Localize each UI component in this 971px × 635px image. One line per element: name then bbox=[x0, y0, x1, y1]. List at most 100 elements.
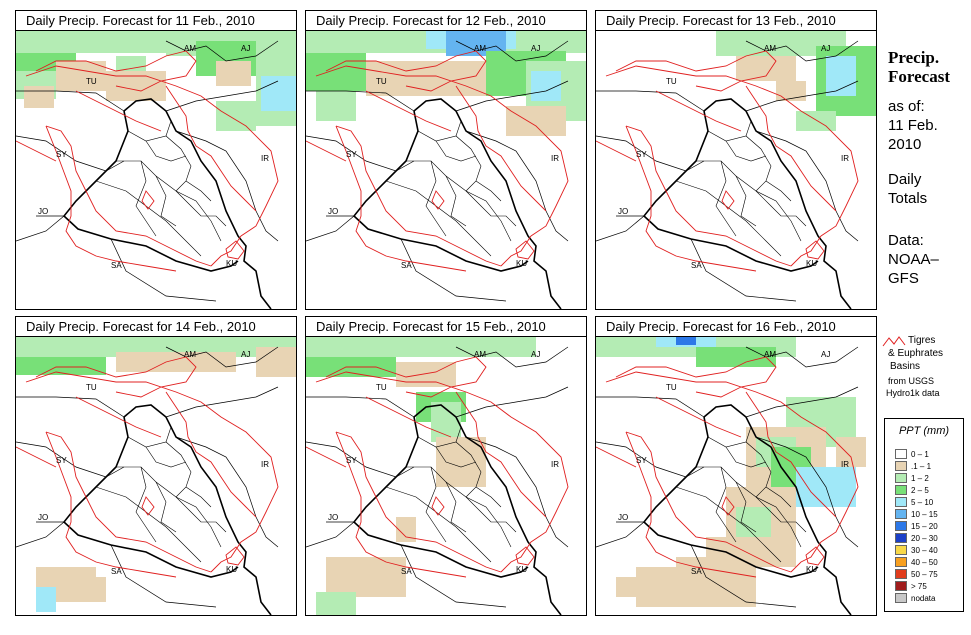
country-label: JO bbox=[618, 207, 628, 216]
basin-boundary bbox=[721, 190, 735, 210]
border-line bbox=[596, 90, 705, 112]
basin-legend-line4: from USGS bbox=[888, 376, 935, 386]
border-line bbox=[596, 441, 705, 478]
basin-boundary bbox=[615, 356, 777, 398]
legend-item: 15 – 20 bbox=[895, 521, 938, 532]
precip-cell bbox=[396, 517, 416, 542]
precip-cell bbox=[796, 111, 836, 131]
basin-boundary bbox=[16, 446, 57, 468]
country-label: TU bbox=[376, 383, 387, 392]
border-line bbox=[16, 441, 125, 478]
basin-boundary bbox=[596, 140, 637, 162]
border-line bbox=[465, 496, 517, 533]
basin-boundary bbox=[165, 391, 257, 518]
basin-boundary bbox=[625, 431, 792, 573]
basin-boundary bbox=[75, 396, 162, 438]
precip-map: AM AJ TU SY IR JO SA KU bbox=[306, 31, 586, 309]
border-line bbox=[715, 160, 737, 237]
border-line bbox=[306, 215, 355, 242]
country-label: KU bbox=[806, 259, 817, 268]
basin-boundary bbox=[431, 190, 445, 210]
country-label: KU bbox=[226, 259, 237, 268]
border-line bbox=[445, 175, 467, 227]
border-line bbox=[725, 140, 767, 162]
basin-boundary bbox=[75, 90, 162, 132]
basin-boundary bbox=[306, 140, 347, 162]
legend-item: 30 – 40 bbox=[895, 545, 938, 556]
border-line bbox=[400, 238, 507, 302]
basin-boundary bbox=[655, 396, 742, 438]
legend-label: > 75 bbox=[911, 582, 927, 591]
basin-boundary bbox=[745, 85, 837, 212]
legend-item: > 75 bbox=[895, 581, 927, 592]
basin-boundary bbox=[365, 396, 452, 438]
side-title-line2: Forecast bbox=[888, 67, 950, 86]
border-line bbox=[175, 190, 227, 227]
data-source-line3: GFS bbox=[888, 270, 919, 287]
border-line bbox=[435, 446, 477, 468]
border-line bbox=[675, 486, 782, 563]
precip-cell bbox=[506, 106, 566, 136]
legend-swatch bbox=[895, 545, 907, 555]
country-label: SA bbox=[691, 261, 702, 270]
legend-label: .1 – 1 bbox=[911, 462, 932, 471]
legend-swatch bbox=[895, 593, 907, 603]
border-line bbox=[455, 416, 462, 443]
country-label: IR bbox=[261, 460, 269, 469]
basin-boundary bbox=[225, 240, 245, 260]
basin-line-icon bbox=[882, 336, 906, 347]
basin-boundary bbox=[625, 431, 757, 578]
border-line bbox=[385, 486, 492, 563]
legend-swatch bbox=[895, 509, 907, 519]
border-line bbox=[165, 110, 172, 137]
border-line bbox=[475, 180, 502, 202]
basin-boundary bbox=[45, 125, 212, 267]
precip-cell bbox=[24, 86, 54, 108]
border-line bbox=[755, 130, 859, 242]
basin-boundary bbox=[315, 65, 569, 267]
side-title: Precip. Forecast bbox=[888, 48, 950, 86]
border-line bbox=[596, 396, 705, 418]
border-line bbox=[352, 110, 529, 272]
precip-cell bbox=[836, 437, 866, 467]
basin-boundary bbox=[596, 446, 637, 468]
forecast-panel-11-feb: Daily Precip. Forecast for 11 Feb., 2010… bbox=[15, 10, 297, 310]
country-label: SY bbox=[346, 150, 357, 159]
legend-item: 1 – 2 bbox=[895, 473, 929, 484]
border-line bbox=[185, 180, 212, 202]
legend-label: 5 – 10 bbox=[911, 498, 934, 507]
border-line bbox=[455, 386, 569, 418]
country-label: SY bbox=[56, 150, 67, 159]
border-line bbox=[745, 80, 859, 112]
border-line bbox=[765, 486, 792, 508]
country-label: KU bbox=[226, 565, 237, 574]
border-line bbox=[465, 190, 517, 227]
precip-cell bbox=[316, 91, 356, 121]
border-line bbox=[95, 180, 202, 257]
basin-boundary bbox=[655, 90, 742, 132]
border-line bbox=[306, 396, 415, 418]
border-line bbox=[735, 481, 757, 533]
border-line bbox=[725, 446, 767, 468]
precip-cell bbox=[216, 101, 256, 131]
country-label: JO bbox=[328, 207, 338, 216]
border-line bbox=[400, 544, 507, 608]
basin-legend-line1: Tigres bbox=[908, 335, 936, 346]
data-source-line1: Data: bbox=[888, 232, 924, 249]
border-line bbox=[703, 98, 852, 309]
country-label: AM bbox=[764, 350, 776, 359]
legend-swatch bbox=[895, 449, 907, 459]
border-line bbox=[425, 466, 447, 543]
basin-boundary bbox=[805, 546, 825, 566]
border-line bbox=[455, 110, 462, 137]
precip-cell bbox=[826, 56, 856, 96]
country-label: JO bbox=[328, 513, 338, 522]
precip-cell bbox=[116, 352, 236, 372]
country-label: SA bbox=[401, 261, 412, 270]
basin-boundary bbox=[141, 190, 155, 210]
precip-cell bbox=[16, 357, 106, 375]
country-label: AJ bbox=[531, 44, 540, 53]
border-line bbox=[62, 110, 239, 272]
country-label: SY bbox=[636, 456, 647, 465]
border-line bbox=[465, 130, 569, 242]
